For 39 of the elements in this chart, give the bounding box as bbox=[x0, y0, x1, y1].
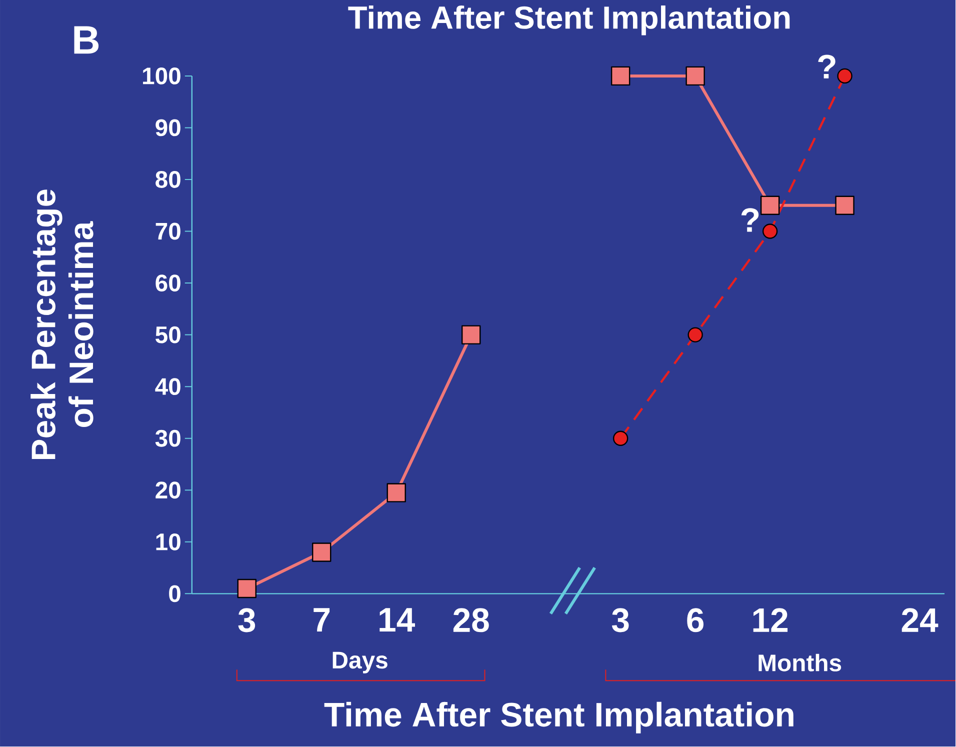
y-tick-label: 10 bbox=[156, 534, 180, 551]
x-tick-label: 3 bbox=[612, 608, 629, 632]
point bbox=[237, 579, 256, 598]
annotation: ? bbox=[818, 54, 836, 79]
point bbox=[612, 430, 628, 446]
point bbox=[312, 542, 332, 562]
x-axis-title: Time After Stent Implantation bbox=[324, 702, 794, 734]
annotation: ? bbox=[741, 208, 759, 232]
point bbox=[462, 325, 481, 345]
text: Days bbox=[332, 652, 388, 674]
y-tick-label: 30 bbox=[155, 430, 180, 448]
text: Months bbox=[758, 654, 842, 672]
point bbox=[686, 66, 705, 86]
x-tick-label: 28 bbox=[453, 608, 489, 632]
text: B bbox=[74, 26, 99, 54]
x-tick-label: 3 bbox=[238, 608, 256, 632]
x-tick-label: 14 bbox=[380, 608, 415, 632]
y-tick-label: 70 bbox=[156, 223, 180, 240]
chart-title: Time After Stent Implantation bbox=[348, 6, 790, 36]
y-tick-label: 80 bbox=[156, 171, 180, 188]
y-tick-label: 60 bbox=[156, 274, 180, 292]
y-tick-label: 90 bbox=[156, 119, 180, 136]
x-tick-label: 24 bbox=[902, 608, 938, 632]
point bbox=[688, 327, 703, 343]
y-tick-label: 0 bbox=[169, 585, 180, 602]
point bbox=[762, 224, 778, 240]
point bbox=[610, 66, 630, 86]
point bbox=[386, 483, 406, 503]
y-axis-title: Peak Percentage of Neointima bbox=[30, 190, 94, 460]
y-tick-label: 40 bbox=[155, 378, 180, 396]
y-tick-label: 20 bbox=[156, 482, 180, 499]
point bbox=[837, 68, 852, 84]
y-tick-label: 100 bbox=[143, 68, 180, 85]
point bbox=[835, 196, 854, 216]
y-tick-label: 50 bbox=[156, 326, 180, 344]
x-tick-label: 7 bbox=[314, 608, 330, 632]
x-tick-label: 12 bbox=[753, 608, 788, 632]
point bbox=[760, 196, 780, 216]
x-tick-label: 6 bbox=[687, 608, 704, 632]
